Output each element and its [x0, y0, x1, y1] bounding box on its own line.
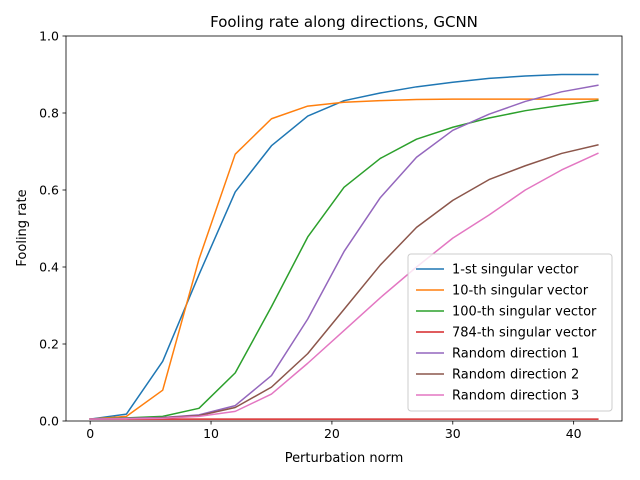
legend: 1-st singular vector 10-th singular vecto…	[407, 253, 613, 412]
legend-label: Random direction 2	[452, 368, 579, 383]
x-tick-label: 0	[86, 426, 94, 441]
x-tick-label: 40	[566, 426, 582, 441]
chart-title: Fooling rate along directions, GCNN	[210, 13, 478, 31]
series-line-1	[89, 73, 599, 420]
legend-label: 100-th singular vector	[452, 305, 597, 320]
plot-frame	[65, 35, 623, 422]
plot-lines	[89, 73, 599, 420]
y-tick-label: 0.6	[39, 183, 59, 198]
y-tick-label: 0.4	[39, 260, 59, 275]
axes: 0 10 20 30 40 0.0 0.2 0.4 0.6 0.8 1.0	[39, 29, 623, 441]
x-tick-label: 10	[203, 426, 219, 441]
series-line-2	[89, 98, 599, 420]
y-tick-label: 0.2	[39, 337, 59, 352]
legend-label: 784-th singular vector	[452, 326, 597, 341]
legend-label: Random direction 1	[452, 347, 579, 362]
y-axis-label: Fooling rate	[15, 189, 30, 266]
y-tick-label: 0.0	[39, 414, 59, 429]
y-tick-label: 1.0	[39, 29, 59, 44]
legend-label: 1-st singular vector	[452, 263, 579, 278]
series-line-3	[89, 99, 599, 420]
x-tick-label: 20	[324, 426, 340, 441]
y-tick-label: 0.8	[39, 106, 59, 121]
x-axis-label: Perturbation norm	[285, 451, 404, 466]
legend-label: 10-th singular vector	[452, 284, 589, 299]
series-line-7	[89, 152, 599, 420]
legend-label: Random direction 3	[452, 389, 579, 404]
legend-box	[407, 253, 613, 412]
x-tick-label: 30	[445, 426, 461, 441]
